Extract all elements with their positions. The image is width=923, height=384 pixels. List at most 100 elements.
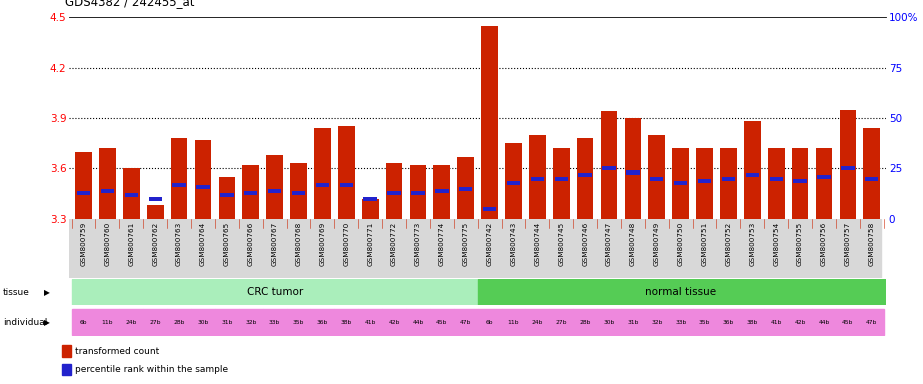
Bar — [268, 189, 282, 193]
Bar — [292, 190, 306, 195]
Bar — [555, 177, 568, 180]
Bar — [722, 177, 735, 180]
Text: GSM800769: GSM800769 — [319, 221, 326, 265]
Bar — [72, 309, 95, 336]
Bar — [314, 128, 330, 219]
Text: 33b: 33b — [675, 319, 687, 325]
Bar — [119, 309, 143, 336]
Bar — [459, 187, 473, 190]
Bar — [645, 309, 669, 336]
Bar — [197, 185, 210, 189]
Text: 36b: 36b — [317, 319, 328, 325]
Bar — [649, 135, 665, 219]
Text: 11b: 11b — [102, 319, 114, 325]
Bar — [770, 177, 783, 180]
Text: GSM800771: GSM800771 — [367, 221, 373, 265]
Text: 42b: 42b — [795, 319, 806, 325]
Bar — [840, 110, 857, 219]
Bar — [219, 177, 235, 219]
Text: GSM800744: GSM800744 — [534, 221, 540, 265]
Text: GSM800751: GSM800751 — [701, 221, 708, 265]
Text: transformed count: transformed count — [75, 347, 159, 356]
Bar — [167, 309, 191, 336]
Bar — [458, 157, 474, 219]
Bar — [669, 309, 692, 336]
Bar — [382, 309, 406, 336]
Bar — [434, 165, 450, 219]
Bar — [99, 148, 115, 219]
Text: GSM800753: GSM800753 — [749, 221, 755, 265]
Bar — [147, 205, 163, 219]
Bar — [263, 309, 286, 336]
Text: GSM800764: GSM800764 — [200, 221, 206, 265]
Bar — [412, 190, 425, 195]
Bar — [579, 172, 592, 177]
Bar — [477, 279, 886, 305]
Text: 35b: 35b — [293, 319, 305, 325]
Bar — [650, 177, 664, 180]
Text: 24b: 24b — [126, 319, 137, 325]
Text: GSM800768: GSM800768 — [295, 221, 302, 265]
Text: GSM800746: GSM800746 — [582, 221, 588, 265]
Bar — [553, 148, 569, 219]
Bar — [603, 167, 616, 170]
Bar — [768, 148, 785, 219]
Text: ▶: ▶ — [44, 318, 50, 327]
Text: 28b: 28b — [580, 319, 591, 325]
Bar — [62, 346, 71, 357]
Text: 11b: 11b — [508, 319, 520, 325]
Text: 30b: 30b — [604, 319, 615, 325]
Bar — [625, 118, 641, 219]
Bar — [290, 164, 306, 219]
Bar — [362, 199, 378, 219]
Text: normal tissue: normal tissue — [645, 287, 716, 297]
Bar — [746, 172, 759, 177]
Text: 30b: 30b — [198, 319, 209, 325]
Text: GSM800760: GSM800760 — [104, 221, 111, 265]
Bar — [836, 309, 860, 336]
Bar — [386, 164, 402, 219]
Text: GSM800742: GSM800742 — [486, 221, 493, 265]
Text: GSM800758: GSM800758 — [869, 221, 875, 265]
Bar — [865, 177, 879, 180]
Bar — [77, 190, 90, 195]
Text: 47b: 47b — [460, 319, 472, 325]
Bar — [601, 111, 617, 219]
Bar — [316, 183, 330, 187]
Text: 47b: 47b — [866, 319, 878, 325]
Text: GSM800747: GSM800747 — [606, 221, 612, 265]
Text: 38b: 38b — [341, 319, 352, 325]
Bar — [788, 309, 812, 336]
Bar — [505, 143, 521, 219]
Text: tissue: tissue — [3, 288, 30, 297]
Text: GSM800749: GSM800749 — [653, 221, 660, 265]
Bar — [698, 179, 712, 183]
Text: 45b: 45b — [842, 319, 854, 325]
Text: GSM800765: GSM800765 — [224, 221, 230, 265]
Text: 27b: 27b — [150, 319, 161, 325]
Text: 24b: 24b — [532, 319, 543, 325]
Bar — [672, 148, 689, 219]
Text: GSM800748: GSM800748 — [629, 221, 636, 265]
Bar — [123, 169, 139, 219]
Text: 38b: 38b — [747, 319, 758, 325]
Text: percentile rank within the sample: percentile rank within the sample — [75, 365, 228, 374]
Bar — [740, 309, 764, 336]
Text: 6b: 6b — [485, 319, 494, 325]
Bar — [215, 309, 239, 336]
Bar — [549, 309, 573, 336]
Text: GSM800756: GSM800756 — [821, 221, 827, 265]
Text: 31b: 31b — [222, 319, 233, 325]
Bar — [95, 309, 119, 336]
Bar — [794, 179, 807, 183]
Bar — [531, 177, 544, 180]
Bar — [244, 190, 258, 195]
Bar — [744, 121, 761, 219]
Text: GSM800766: GSM800766 — [247, 221, 254, 265]
Text: GSM800770: GSM800770 — [343, 221, 349, 265]
Text: GSM800761: GSM800761 — [128, 221, 135, 265]
Bar — [101, 189, 114, 193]
Text: GSM800757: GSM800757 — [845, 221, 851, 265]
Bar — [173, 183, 186, 187]
Text: GSM800762: GSM800762 — [152, 221, 158, 265]
